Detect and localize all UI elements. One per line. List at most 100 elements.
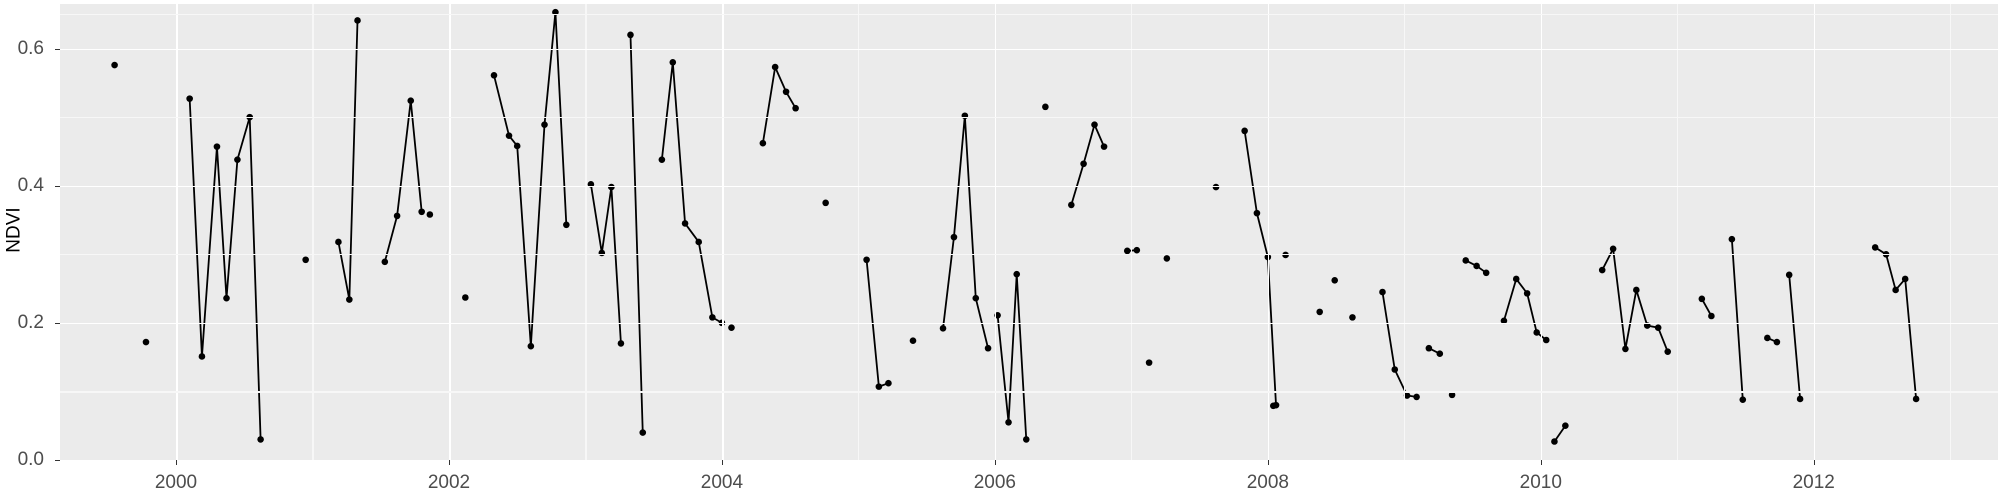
data-point bbox=[950, 233, 958, 241]
data-point bbox=[1413, 393, 1420, 401]
grid-line-major-vertical bbox=[176, 4, 178, 460]
grid-line-major-vertical bbox=[1813, 4, 1816, 460]
data-point bbox=[695, 238, 703, 246]
x-axis-tick-labels: 2000 2002 2004 2006 2008 2010 2012 bbox=[0, 466, 2000, 500]
grid-line-major-vertical bbox=[448, 4, 451, 460]
data-point bbox=[381, 258, 389, 266]
x-axis-tick-label: 2002 bbox=[427, 472, 471, 493]
data-point bbox=[1425, 344, 1433, 352]
data-point bbox=[354, 17, 361, 24]
data-point bbox=[1379, 288, 1386, 296]
data-point bbox=[563, 221, 570, 229]
grid-line-minor-vertical bbox=[1677, 4, 1679, 460]
y-axis-tick-marks bbox=[0, 0, 60, 500]
data-point bbox=[223, 294, 230, 302]
series-line-segment bbox=[1381, 291, 1418, 398]
grid-line-minor-horizontal bbox=[60, 254, 1998, 256]
data-point bbox=[658, 156, 666, 163]
series-line-segment bbox=[1243, 129, 1277, 407]
grid-line-minor-horizontal bbox=[60, 391, 1998, 393]
grid-line-minor-vertical bbox=[312, 4, 314, 460]
data-point bbox=[418, 208, 425, 216]
x-axis-tick-mark bbox=[176, 460, 177, 465]
grid-line-major-vertical bbox=[994, 4, 997, 460]
data-point bbox=[875, 383, 883, 390]
data-point bbox=[213, 143, 221, 150]
data-point bbox=[939, 325, 947, 332]
x-axis-tick-mark bbox=[448, 460, 450, 465]
x-axis-tick-mark bbox=[994, 460, 996, 465]
data-point bbox=[1892, 286, 1899, 294]
series-line-segment bbox=[1070, 123, 1105, 206]
series-line-segment bbox=[996, 273, 1028, 441]
data-point bbox=[1448, 391, 1456, 399]
data-point bbox=[552, 8, 559, 16]
data-point bbox=[505, 132, 513, 139]
data-point bbox=[1912, 395, 1920, 403]
data-point bbox=[792, 104, 799, 112]
y-axis-tick-label: 0.4 bbox=[17, 174, 44, 196]
data-point bbox=[234, 156, 241, 163]
y-axis-tick-mark bbox=[55, 460, 60, 461]
data-point bbox=[1100, 143, 1108, 150]
x-axis-tick-mark bbox=[721, 460, 723, 465]
y-axis-tick-mark bbox=[55, 185, 60, 187]
grid-line-major-vertical bbox=[1540, 4, 1543, 460]
data-point bbox=[1551, 438, 1558, 445]
data-point bbox=[1473, 262, 1480, 270]
series-line-segment bbox=[761, 66, 797, 145]
y-axis-tick-mark bbox=[55, 322, 60, 324]
x-axis-tick-label: 2006 bbox=[973, 472, 1017, 493]
series-line-segment bbox=[660, 61, 723, 324]
series-line-segment bbox=[188, 97, 262, 441]
series-line-segment bbox=[1788, 273, 1802, 400]
grid-line-major-horizontal bbox=[60, 185, 1998, 188]
data-point bbox=[1500, 317, 1508, 325]
data-point bbox=[1349, 314, 1356, 321]
data-point bbox=[1728, 235, 1736, 243]
data-point bbox=[669, 58, 677, 66]
data-point bbox=[972, 294, 980, 302]
data-point bbox=[186, 95, 193, 102]
data-point bbox=[257, 436, 264, 443]
data-point bbox=[335, 238, 342, 246]
series-line-segment bbox=[1730, 238, 1744, 401]
data-point bbox=[1462, 257, 1470, 264]
data-point bbox=[1664, 348, 1672, 355]
data-point bbox=[1542, 336, 1550, 344]
x-axis-tick-label: 2004 bbox=[700, 472, 744, 493]
series-line-segment bbox=[629, 33, 644, 434]
data-point bbox=[142, 338, 150, 346]
data-point bbox=[1764, 334, 1771, 342]
data-point bbox=[885, 379, 892, 387]
data-point bbox=[1022, 436, 1030, 443]
series-line-segment bbox=[590, 183, 622, 345]
x-axis-tick-mark bbox=[1267, 460, 1269, 465]
series-line-segment bbox=[1601, 247, 1669, 353]
y-axis-tick-label: 0.0 bbox=[17, 449, 44, 470]
data-point bbox=[1080, 160, 1087, 168]
data-point bbox=[759, 139, 767, 147]
x-axis-tick-mark bbox=[1540, 460, 1542, 465]
data-point bbox=[639, 429, 647, 436]
data-point bbox=[1598, 266, 1606, 274]
data-point bbox=[1622, 345, 1629, 353]
y-axis-tick-mark bbox=[55, 48, 60, 50]
data-point bbox=[246, 113, 254, 121]
grid-line-minor-vertical bbox=[858, 4, 860, 460]
data-point bbox=[1533, 329, 1540, 336]
data-point bbox=[1562, 422, 1569, 430]
grid-line-major-horizontal bbox=[60, 48, 1998, 51]
data-point bbox=[1042, 103, 1049, 111]
data-point bbox=[1270, 402, 1277, 410]
data-point bbox=[1316, 308, 1323, 316]
grid-line-minor-horizontal bbox=[60, 117, 1998, 119]
data-point bbox=[1523, 290, 1531, 297]
data-point bbox=[1091, 121, 1098, 128]
plot-panel bbox=[60, 4, 1998, 460]
data-point bbox=[782, 88, 790, 96]
series-line-segment bbox=[942, 114, 989, 350]
y-axis-tick-labels: 0.0 0.2 0.4 0.6 bbox=[0, 0, 52, 500]
y-axis-tick-label: 0.2 bbox=[17, 311, 44, 333]
data-point bbox=[1436, 350, 1444, 358]
